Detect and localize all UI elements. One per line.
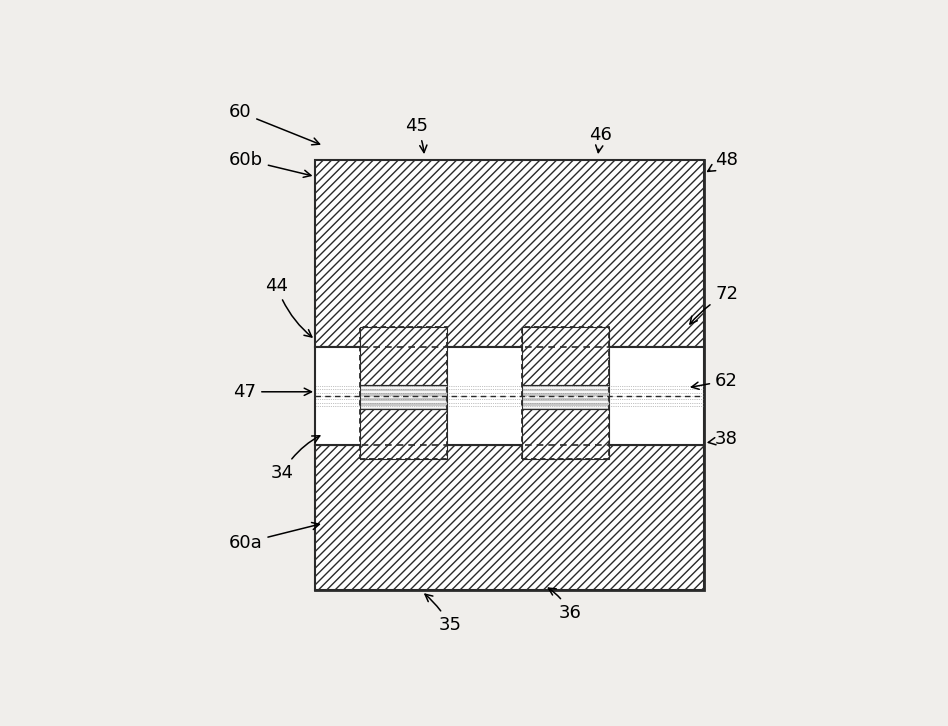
Bar xyxy=(522,327,609,386)
Bar xyxy=(360,327,447,386)
Bar xyxy=(360,327,447,459)
Text: 48: 48 xyxy=(707,151,738,171)
Text: 60b: 60b xyxy=(228,151,311,177)
Text: 47: 47 xyxy=(233,383,312,401)
Text: 46: 46 xyxy=(590,126,612,152)
Text: 60a: 60a xyxy=(228,523,319,552)
Text: 35: 35 xyxy=(425,594,462,634)
Text: 72: 72 xyxy=(690,285,738,324)
Text: 36: 36 xyxy=(548,588,581,621)
Bar xyxy=(316,160,703,347)
Text: 62: 62 xyxy=(691,372,738,390)
Text: 44: 44 xyxy=(265,277,312,337)
Bar xyxy=(522,327,609,459)
Text: 60: 60 xyxy=(228,103,319,144)
Text: 45: 45 xyxy=(405,118,428,152)
Bar xyxy=(316,445,703,590)
Bar xyxy=(522,386,609,409)
Bar xyxy=(360,386,447,409)
Bar xyxy=(522,409,609,459)
Bar xyxy=(360,409,447,459)
Bar xyxy=(316,160,703,590)
Text: 34: 34 xyxy=(270,436,319,482)
Text: 38: 38 xyxy=(708,431,738,448)
Bar xyxy=(316,347,703,445)
